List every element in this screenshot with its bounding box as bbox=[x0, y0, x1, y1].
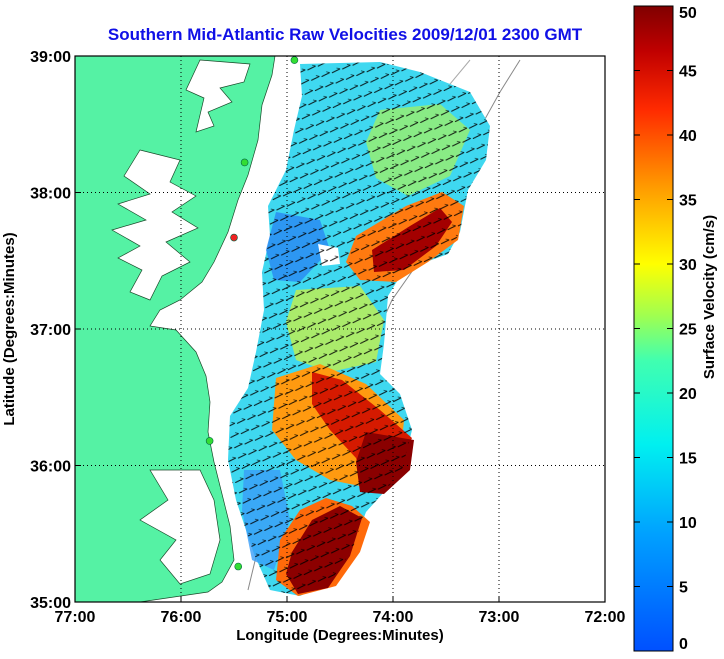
pamlico-sound bbox=[139, 469, 221, 585]
colorbar-tick-label: 20 bbox=[679, 386, 697, 403]
chart-title: Southern Mid-Atlantic Raw Velocities 200… bbox=[108, 25, 583, 44]
x-tick-label: 73:00 bbox=[479, 609, 520, 626]
radar-station bbox=[230, 233, 238, 242]
grid-lines bbox=[75, 56, 605, 602]
y-tick-label: 39:00 bbox=[30, 49, 71, 66]
stations bbox=[205, 56, 299, 571]
radar-station bbox=[234, 562, 243, 571]
colorbar-tick-label: 15 bbox=[679, 451, 697, 468]
colorbar-tick-label: 5 bbox=[679, 580, 688, 597]
radar-station bbox=[290, 56, 299, 64]
land-mass bbox=[75, 56, 276, 602]
colorbar-tick-label: 0 bbox=[679, 636, 688, 653]
colorbar-label: Surface Velocity (cm/s) bbox=[701, 215, 718, 379]
radar-station bbox=[240, 158, 249, 167]
colorbar bbox=[633, 5, 674, 652]
colorbar-tick-label: 30 bbox=[679, 257, 697, 274]
y-axis-label: Latitude (Degrees:Minutes) bbox=[1, 232, 18, 425]
x-ticks: 77:00 76:00 75:00 74:00 73:00 72:00 bbox=[55, 596, 626, 626]
delaware-bay bbox=[185, 59, 251, 133]
x-tick-label: 75:00 bbox=[267, 609, 308, 626]
y-tick-label: 38:00 bbox=[30, 186, 71, 203]
colorbar-tick-label: 50 bbox=[679, 5, 697, 22]
colorbar-tick-label: 10 bbox=[679, 515, 697, 532]
colorbar-tick-label: 35 bbox=[679, 193, 697, 210]
colorbar-tick-label: 40 bbox=[679, 128, 697, 145]
x-tick-label: 77:00 bbox=[55, 609, 96, 626]
x-tick-label: 74:00 bbox=[373, 609, 414, 626]
y-tick-label: 36:00 bbox=[30, 459, 71, 476]
chesapeake-bay bbox=[111, 149, 199, 301]
radar-station bbox=[205, 437, 214, 445]
colorbar-tick-label: 25 bbox=[679, 322, 697, 339]
colorbar-tick-label: 45 bbox=[679, 64, 697, 81]
colorbar-ticks: 0 5 10 15 20 25 30 35 40 45 50 bbox=[634, 5, 697, 653]
y-ticks: 39:00 38:00 37:00 36:00 35:00 bbox=[30, 49, 81, 612]
x-tick-label: 76:00 bbox=[161, 609, 202, 626]
x-tick-label: 72:00 bbox=[585, 609, 626, 626]
x-axis-label: Longitude (Degrees:Minutes) bbox=[236, 627, 444, 644]
y-tick-label: 35:00 bbox=[30, 595, 71, 612]
y-tick-label: 37:00 bbox=[30, 322, 71, 339]
